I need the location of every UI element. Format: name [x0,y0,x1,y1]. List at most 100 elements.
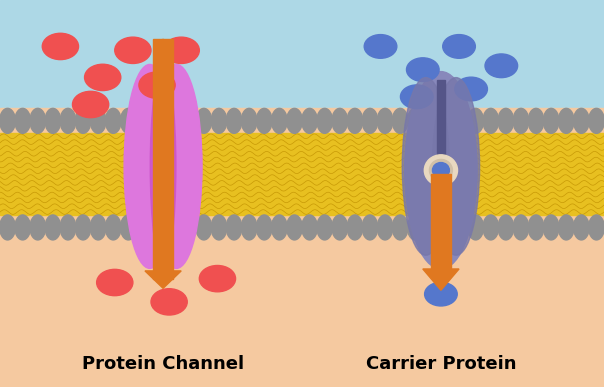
Ellipse shape [400,85,433,109]
Ellipse shape [483,108,499,134]
Ellipse shape [287,215,302,240]
Bar [153,39,173,279]
Ellipse shape [0,108,16,134]
Ellipse shape [316,215,332,240]
Ellipse shape [91,108,106,134]
Polygon shape [423,269,459,290]
Ellipse shape [544,215,559,240]
Ellipse shape [60,215,76,240]
Ellipse shape [589,215,604,240]
Polygon shape [145,271,181,288]
Ellipse shape [453,215,469,240]
Ellipse shape [432,163,449,178]
Ellipse shape [42,33,79,60]
Ellipse shape [574,215,590,240]
Ellipse shape [498,215,513,240]
Ellipse shape [196,108,212,134]
Ellipse shape [589,108,604,134]
Ellipse shape [196,215,212,240]
Ellipse shape [574,108,590,134]
Ellipse shape [150,215,167,240]
Ellipse shape [544,108,559,134]
Ellipse shape [438,215,454,240]
Ellipse shape [425,282,457,306]
Text: Carrier Protein: Carrier Protein [365,355,516,373]
Ellipse shape [407,108,423,134]
Ellipse shape [76,108,91,134]
Ellipse shape [364,34,397,58]
Ellipse shape [467,215,483,240]
Ellipse shape [362,215,378,240]
Bar [159,68,167,280]
Ellipse shape [163,37,199,63]
Ellipse shape [257,215,272,240]
Ellipse shape [405,72,477,269]
Bar [431,174,451,275]
Ellipse shape [393,215,408,240]
Ellipse shape [76,215,91,240]
Ellipse shape [513,108,529,134]
Bar [437,80,445,166]
Ellipse shape [483,215,499,240]
Ellipse shape [257,108,272,134]
Ellipse shape [120,108,137,134]
Ellipse shape [45,108,60,134]
Ellipse shape [97,269,133,296]
Ellipse shape [60,108,76,134]
Ellipse shape [316,108,332,134]
Bar [0,0,604,108]
Text: Protein Channel: Protein Channel [82,355,244,373]
Ellipse shape [241,108,257,134]
Ellipse shape [85,64,121,91]
Ellipse shape [135,215,151,240]
Ellipse shape [14,215,30,240]
Ellipse shape [362,108,378,134]
Ellipse shape [498,108,513,134]
Ellipse shape [150,67,176,265]
Ellipse shape [211,108,227,134]
Ellipse shape [528,215,544,240]
Ellipse shape [181,215,197,240]
Ellipse shape [429,159,452,181]
Ellipse shape [226,108,242,134]
Ellipse shape [0,215,16,240]
Ellipse shape [91,215,106,240]
Ellipse shape [406,58,439,82]
Ellipse shape [443,34,475,58]
Ellipse shape [485,54,518,78]
Ellipse shape [211,215,227,240]
Ellipse shape [135,108,151,134]
Ellipse shape [558,215,574,240]
Ellipse shape [115,37,151,63]
Ellipse shape [181,108,197,134]
Ellipse shape [332,108,348,134]
Ellipse shape [272,215,288,240]
Bar [0,108,604,240]
Ellipse shape [30,215,46,240]
Ellipse shape [165,108,181,134]
Bar [0,134,604,215]
Ellipse shape [393,108,408,134]
Ellipse shape [424,155,458,186]
Ellipse shape [287,108,302,134]
Ellipse shape [105,215,121,240]
Ellipse shape [151,64,202,268]
Ellipse shape [423,108,439,134]
Ellipse shape [301,108,317,134]
Ellipse shape [402,77,449,255]
Ellipse shape [467,108,483,134]
Ellipse shape [45,215,60,240]
Ellipse shape [528,108,544,134]
Ellipse shape [407,215,423,240]
Ellipse shape [332,215,348,240]
Ellipse shape [453,108,469,134]
Ellipse shape [120,215,137,240]
Ellipse shape [513,215,529,240]
Ellipse shape [226,215,242,240]
Ellipse shape [72,91,109,118]
Ellipse shape [151,289,187,315]
Ellipse shape [301,215,317,240]
Bar [0,240,604,387]
Ellipse shape [14,108,30,134]
Ellipse shape [105,108,121,134]
